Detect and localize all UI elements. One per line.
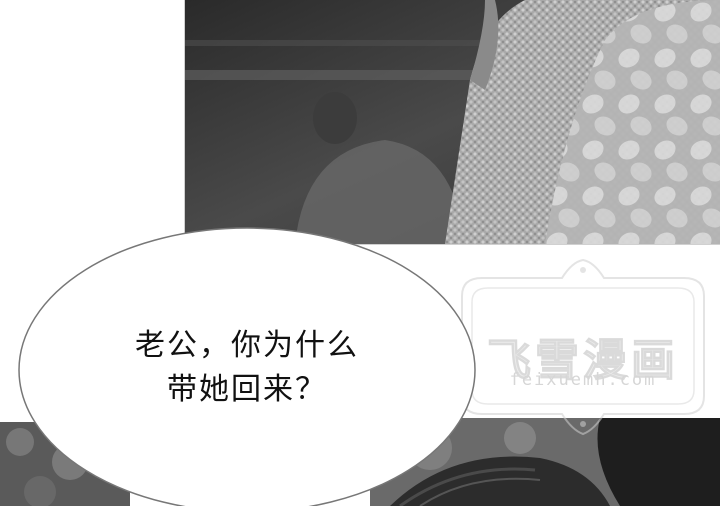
speech-line-1: 老公，你为什么 <box>135 328 359 363</box>
watermark-title: 飞雪漫画 <box>487 335 679 387</box>
speech-line-2: 带她回来？ <box>167 372 327 407</box>
sweater-illustration <box>185 0 720 244</box>
watermark-url: feixuemh.com <box>509 370 657 390</box>
speech-bubble: 老公，你为什么 带她回来？ <box>12 218 482 506</box>
watermark-frame <box>461 258 705 436</box>
speech-bubble-text: 老公，你为什么 带她回来？ <box>12 324 482 412</box>
photo-panel-sweater <box>184 0 720 245</box>
watermark: 飞雪漫画 feixuemh.com <box>452 256 714 438</box>
speech-bubble-shape <box>18 227 476 506</box>
